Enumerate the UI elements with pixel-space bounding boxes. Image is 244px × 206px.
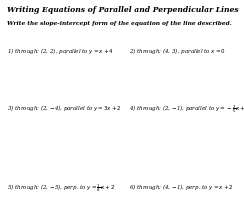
Text: 2) through: (4, 3), parallel to $x = 0$: 2) through: (4, 3), parallel to $x = 0$ [129,45,226,55]
Text: 3) through: (2, $-$4), parallel to $y = 3x + 2$: 3) through: (2, $-$4), parallel to $y = … [7,103,122,113]
Text: Write the slope-intercept form of the equation of the line described.: Write the slope-intercept form of the eq… [7,21,232,26]
Text: Writing Equations of Parallel and Perpendicular Lines: Writing Equations of Parallel and Perpen… [7,6,239,14]
Text: 1) through: (2, 2), parallel to $y = x + 4$: 1) through: (2, 2), parallel to $y = x +… [7,45,114,55]
Text: 6) through: (4, $-$1), perp. to $y = x + 2$: 6) through: (4, $-$1), perp. to $y = x +… [129,181,234,191]
Text: 4) through: (2, $-$1), parallel to $y = -\frac{2}{5}x + 3$: 4) through: (2, $-$1), parallel to $y = … [129,103,244,115]
Text: 5) through: (2, $-$5), perp. to $y = \frac{1}{8}x + 2$: 5) through: (2, $-$5), perp. to $y = \fr… [7,181,115,193]
